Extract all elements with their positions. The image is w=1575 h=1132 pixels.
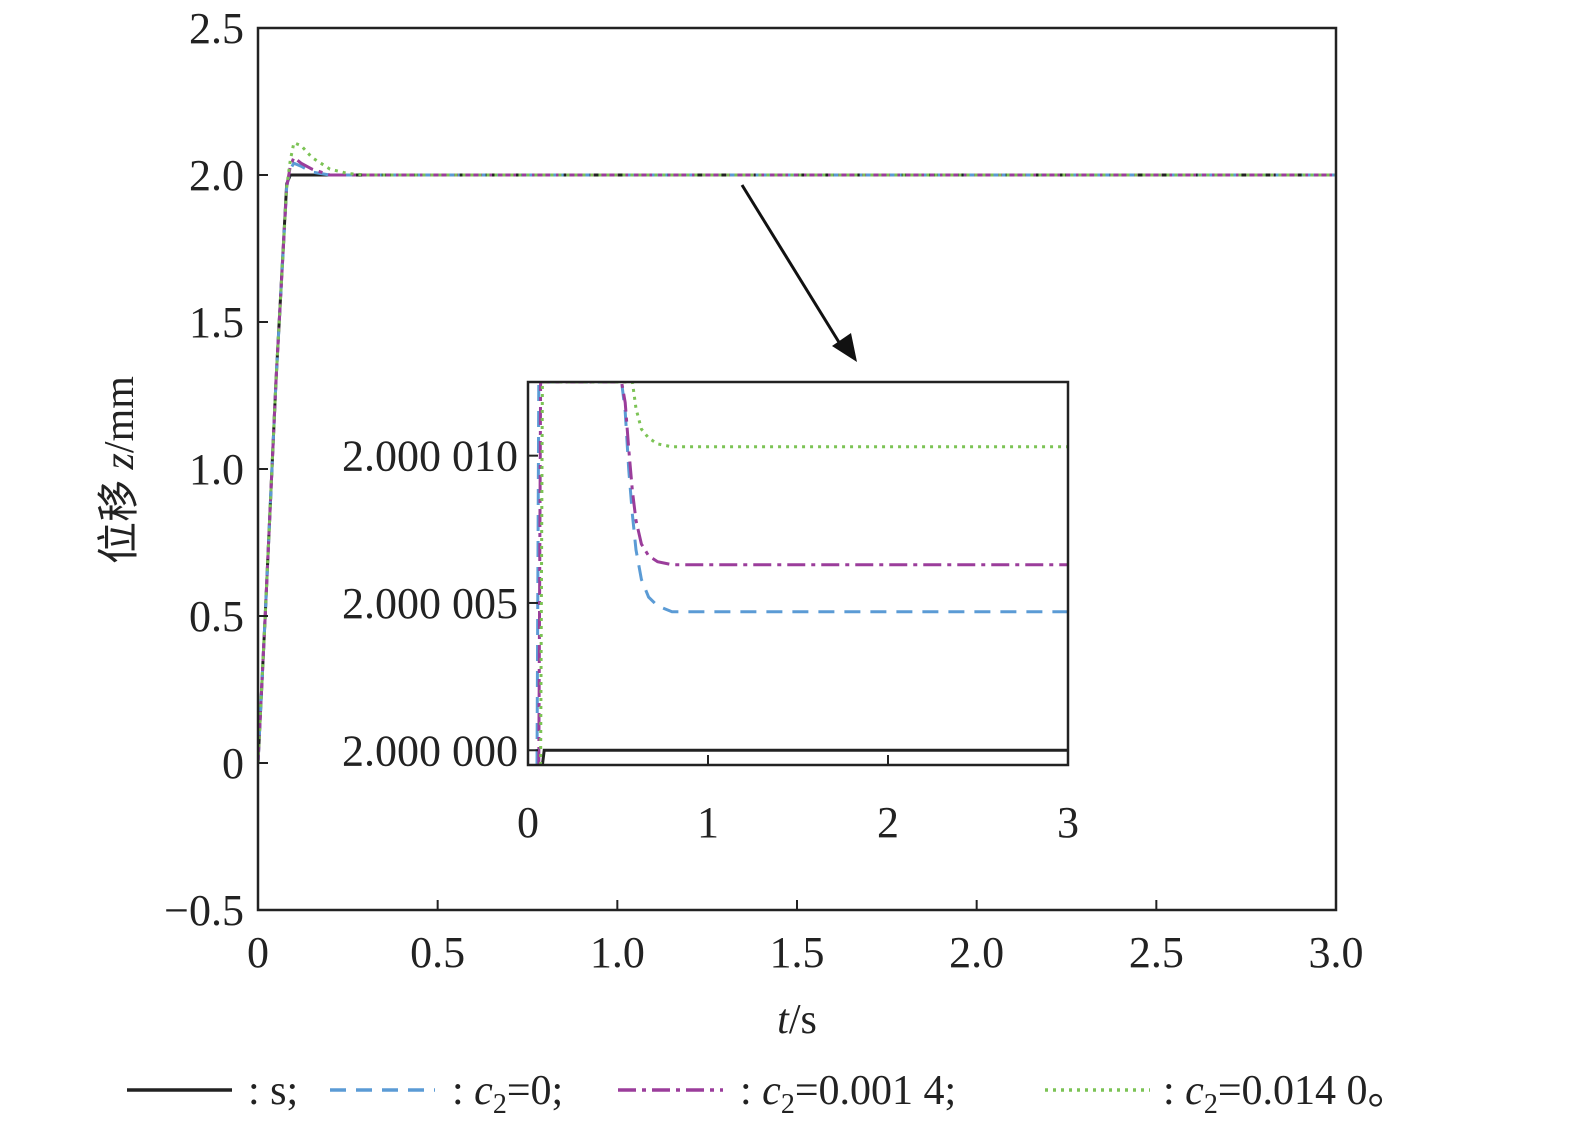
main-y-tick-label: 0.5 <box>189 592 244 641</box>
inset-plot-background <box>528 382 1068 765</box>
main-x-tick-label: 2.5 <box>1129 928 1184 977</box>
main-y-tick-label: 2.0 <box>189 151 244 200</box>
main-x-tick-label: 0 <box>247 928 269 977</box>
inset-series-s <box>540 748 1068 765</box>
main-series-group <box>258 140 1336 764</box>
inset-x-ticks: 0 1 2 3 <box>517 755 1079 847</box>
inset-y-ticks: 2.000 000 2.000 005 2.000 010 <box>342 432 538 775</box>
legend-label-c2-0: : c2=0; <box>452 1068 563 1120</box>
inset-y-tick-label: 2.000 005 <box>342 579 518 628</box>
main-x-tick-label: 1.5 <box>770 928 825 977</box>
inset-y-tick-label: 2.000 000 <box>342 726 518 775</box>
main-plot: 0 0.5 1.0 1.5 2.0 2.5 3.0 −0.500.51.01.52.02.5 <box>164 4 1363 977</box>
main-y-ticks: −0.5 0 0.5 1.0 1.5 2.0 2.5 <box>164 4 268 935</box>
main-x-tick-label: 2.0 <box>949 928 1004 977</box>
main-x-ticks: 0 0.5 1.0 1.5 2.0 2.5 3.0 <box>247 900 1364 977</box>
inset-series-group <box>535 382 1068 765</box>
inset-y-tick-label: 2.000 010 <box>342 432 518 481</box>
legend: : s; : c2=0; : c2=0.001 4; : c2=0.014 0。 <box>127 1068 1410 1120</box>
main-series-c2-0 <box>258 161 1336 764</box>
inset-x-tick-label: 0 <box>517 798 539 847</box>
x-axis-label: t/s <box>777 997 817 1043</box>
main-x-tick-label: 0.5 <box>410 928 465 977</box>
inset-plot-frame <box>526 380 1070 767</box>
main-y-tick-label: 1.0 <box>189 445 244 494</box>
zoom-arrow <box>740 184 847 353</box>
inset-plot: 0 1 2 3 2.000 000 2.000 005 2.000 010 <box>342 380 1079 847</box>
main-y-tick-label: 1.5 <box>189 298 244 347</box>
legend-label-s: : s; <box>248 1068 298 1114</box>
main-series-c2-0-0014 <box>258 154 1336 764</box>
inset-series-c2-0-0014 <box>537 382 1068 765</box>
y-axis-label: 位移 z/mm <box>94 376 143 564</box>
inset-x-tick-label: 3 <box>1057 798 1079 847</box>
main-x-tick-label: 3.0 <box>1309 928 1364 977</box>
main-y-tick-label: 0 <box>222 739 244 788</box>
main-x-tick-label: 1.0 <box>590 928 645 977</box>
legend-label-c2-0-0140: : c2=0.014 0。 <box>1163 1068 1410 1120</box>
inset-series-c2-0 <box>535 382 1068 765</box>
zoom-arrow-head <box>832 333 857 362</box>
legend-label-c2-0-0014: : c2=0.001 4; <box>740 1068 956 1120</box>
main-y-tick-label: 2.5 <box>189 4 244 53</box>
inset-x-tick-label: 2 <box>877 798 899 847</box>
inset-x-tick-label: 1 <box>697 798 719 847</box>
main-y-tick-label: −0.5 <box>164 886 244 935</box>
